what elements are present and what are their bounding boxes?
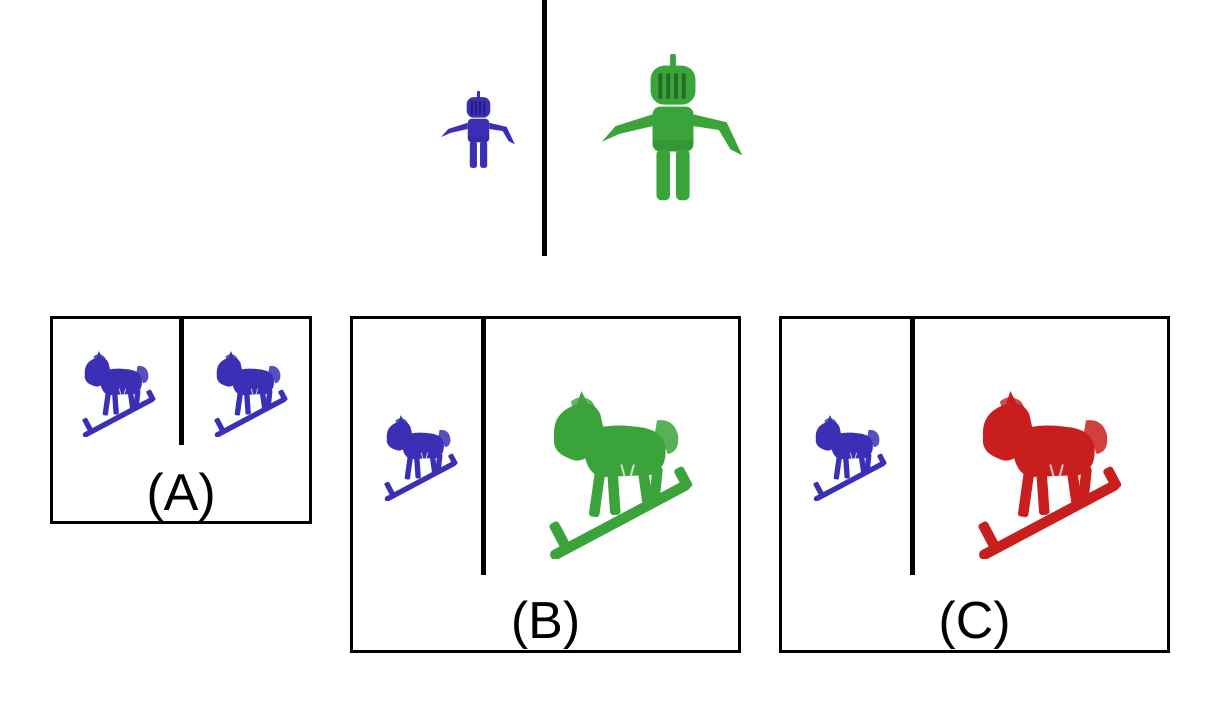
option-c-box[interactable]: (C) xyxy=(779,316,1170,653)
option-a-divider xyxy=(179,319,184,445)
option-b-divider xyxy=(481,319,486,575)
option-c-divider xyxy=(910,319,915,575)
option-c-right-horse-icon xyxy=(960,391,1128,559)
option-c-left-horse-icon xyxy=(804,415,890,501)
option-c-label: (C) xyxy=(938,592,1011,650)
option-b-right-horse-icon xyxy=(531,391,699,559)
option-a-left-horse-icon xyxy=(73,351,159,437)
option-b-box[interactable]: (B) xyxy=(350,316,741,653)
option-a-right-horse-icon xyxy=(205,351,291,437)
prompt-divider xyxy=(542,0,547,256)
option-a-label: (A) xyxy=(146,464,216,522)
source-knight-icon xyxy=(438,90,520,172)
target-knight-icon xyxy=(596,52,752,208)
option-b-label: (B) xyxy=(510,592,581,650)
option-a-box[interactable]: (A) xyxy=(50,316,312,524)
option-b-left-horse-icon xyxy=(375,415,461,501)
